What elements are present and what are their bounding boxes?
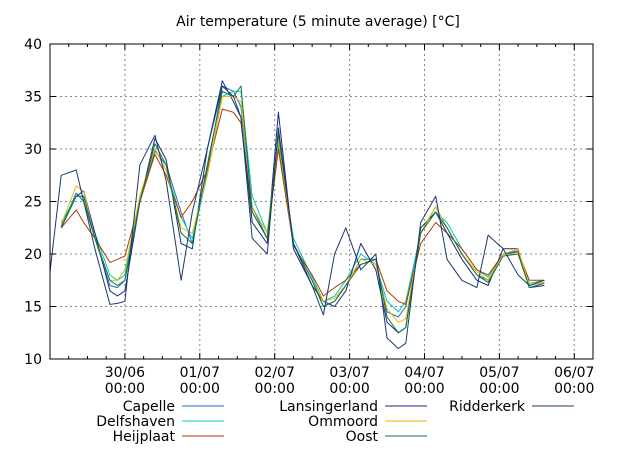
series-layer	[49, 80, 545, 349]
x-tick-label: 04/07	[404, 365, 444, 381]
legend-label: Delfshaven	[96, 414, 175, 430]
x-tick-label: 00:00	[255, 381, 295, 397]
x-tick-label: 00:00	[479, 381, 519, 397]
legend-label: Oost	[346, 429, 379, 445]
legend: CapelleDelfshavenHeijplaatLansingerlandO…	[96, 399, 574, 445]
grid	[50, 44, 593, 359]
legend-label: Lansingerland	[279, 399, 378, 415]
y-tick-label: 35	[24, 90, 42, 106]
series-line-ridderkerk	[49, 85, 545, 349]
series-line-lansingerland	[60, 80, 545, 334]
x-tick-label: 00:00	[404, 381, 444, 397]
x-tick-label: 00:00	[105, 381, 145, 397]
legend-label: Ommoord	[308, 414, 378, 430]
series-line-oost	[60, 85, 545, 334]
x-tick-label: 30/06	[105, 365, 145, 381]
x-tick-label: 00:00	[329, 381, 369, 397]
y-tick-label: 15	[24, 300, 42, 316]
y-tick-label: 25	[24, 195, 42, 211]
x-tick-label: 00:00	[554, 381, 594, 397]
series-line-delfshaven	[60, 90, 545, 313]
y-tick-label: 10	[24, 352, 42, 368]
axis-ticks: 1015202530354030/0600:0001/0700:0002/070…	[24, 37, 594, 397]
x-tick-label: 03/07	[329, 365, 369, 381]
x-tick-label: 01/07	[180, 365, 220, 381]
x-tick-label: 02/07	[255, 365, 295, 381]
legend-label: Capelle	[123, 399, 175, 415]
x-tick-label: 06/07	[554, 365, 594, 381]
chart-title: Air temperature (5 minute average) [°C]	[176, 14, 460, 30]
y-tick-label: 20	[24, 247, 42, 263]
legend-label: Heijplaat	[113, 429, 176, 445]
y-tick-label: 30	[24, 142, 42, 158]
series-line-heijplaat	[60, 108, 545, 305]
y-tick-label: 40	[24, 37, 42, 53]
series-line-ommoord	[60, 96, 545, 323]
x-tick-label: 00:00	[180, 381, 220, 397]
legend-label: Ridderkerk	[449, 399, 526, 415]
x-tick-label: 05/07	[479, 365, 519, 381]
